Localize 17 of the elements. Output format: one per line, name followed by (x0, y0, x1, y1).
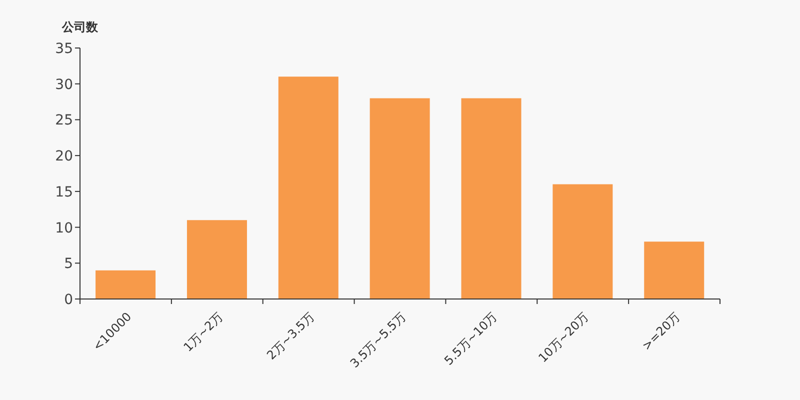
y-tick-label: 20 (55, 148, 73, 165)
bar (278, 76, 338, 299)
bar (370, 98, 430, 299)
y-tick-label: 30 (55, 76, 73, 93)
y-axis-title: 公司数 (62, 19, 98, 36)
bar (644, 242, 704, 299)
y-tick-label: 10 (55, 220, 73, 236)
bar (96, 270, 156, 299)
bar (552, 184, 613, 299)
y-tick-label: 5 (64, 256, 73, 272)
y-tick-label: 25 (55, 112, 73, 129)
y-tick-label: 35 (55, 40, 73, 57)
y-tick-label: 15 (55, 184, 73, 200)
bar (461, 98, 522, 299)
bar (186, 220, 247, 299)
y-tick-label: 0 (64, 292, 73, 308)
x-tick-label: 1万~2万 (180, 310, 226, 354)
